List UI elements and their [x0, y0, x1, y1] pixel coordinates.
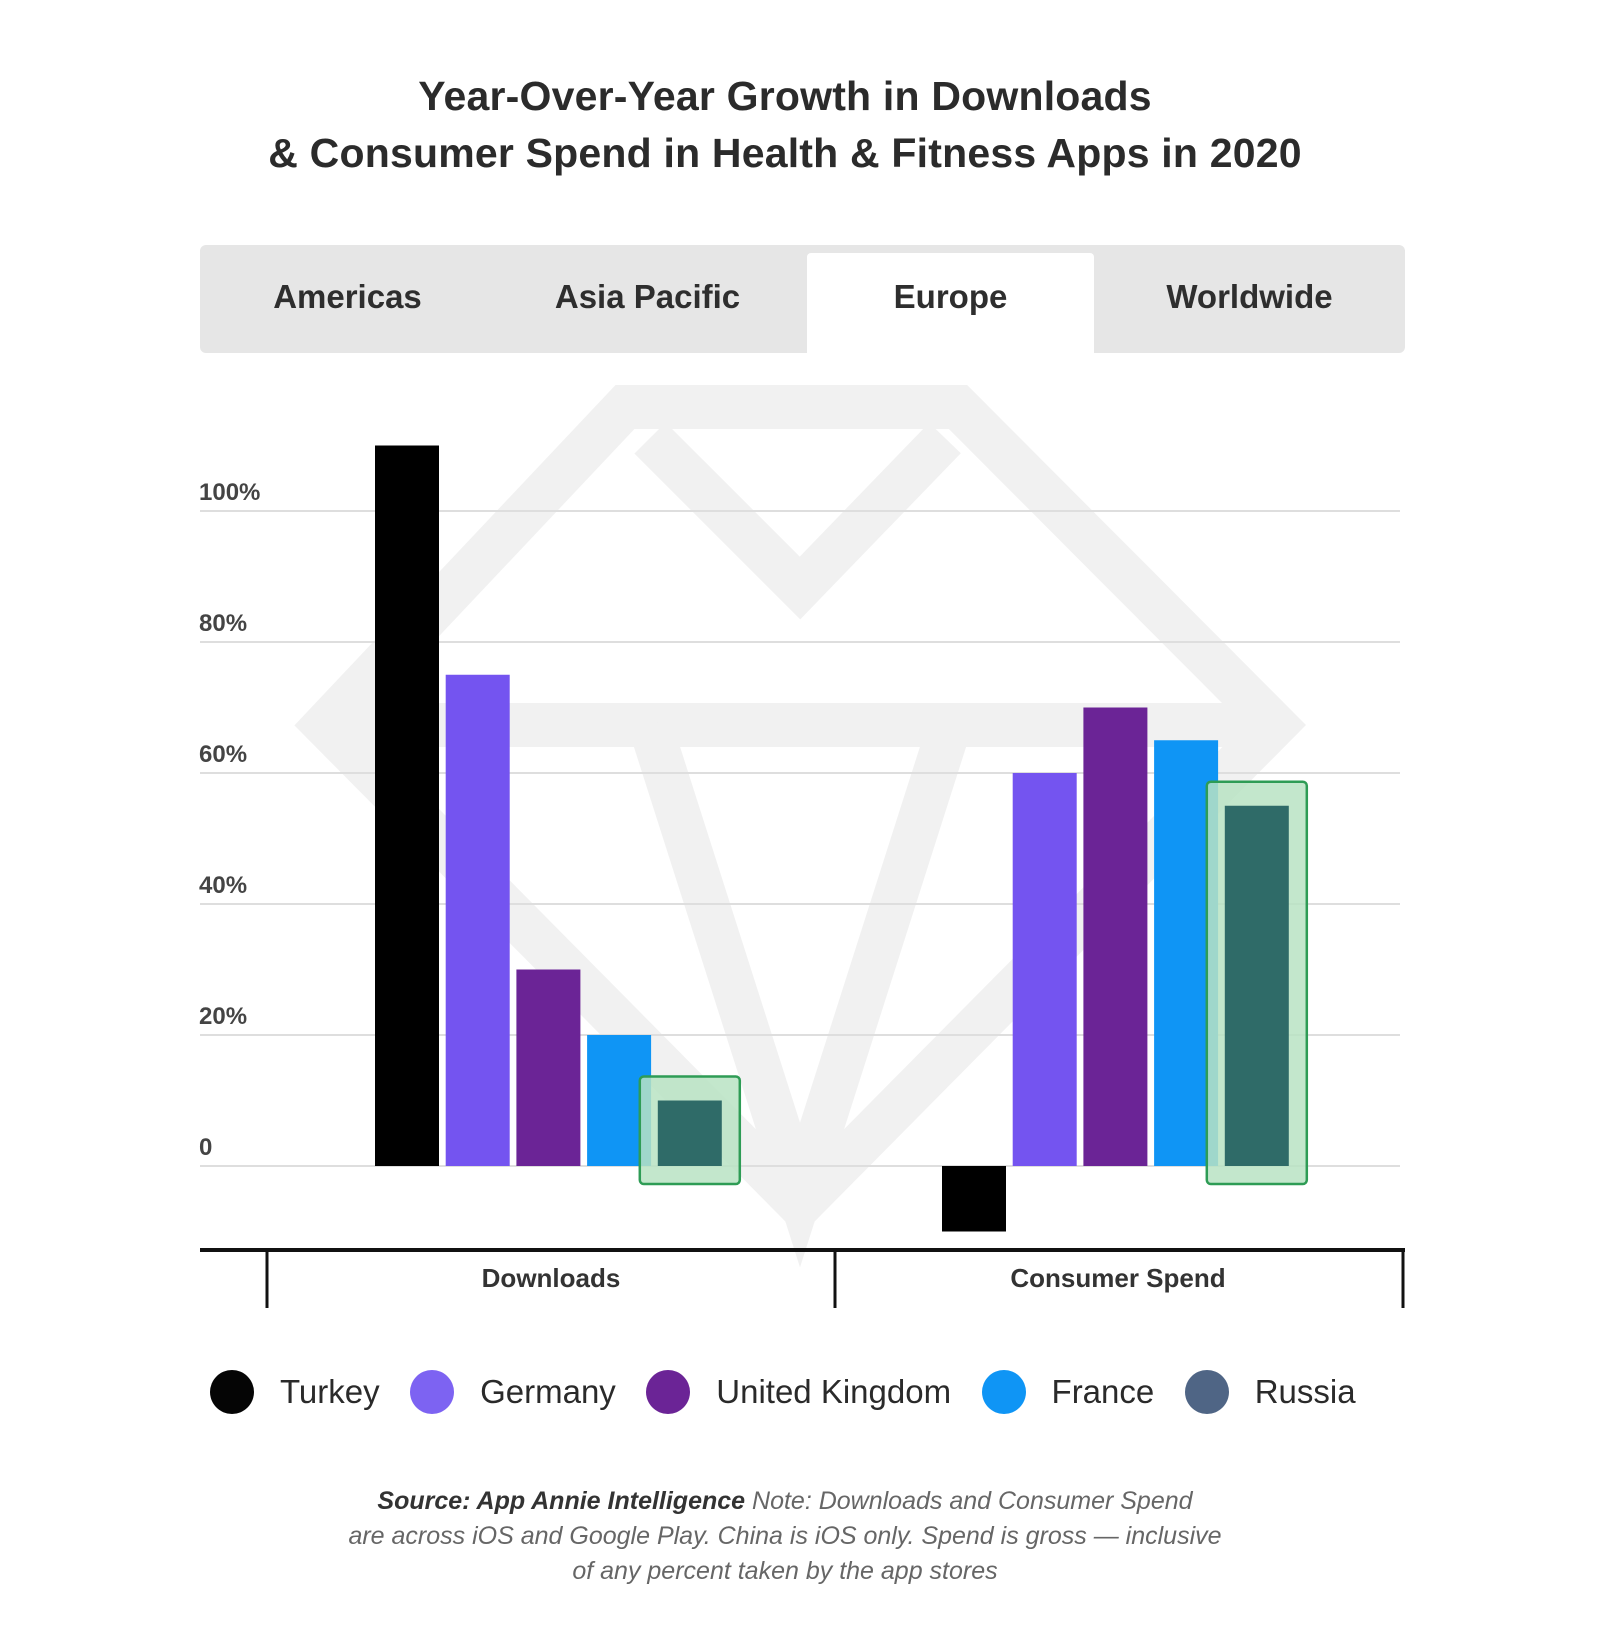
source-label: Source: App Annie Intelligence — [377, 1487, 746, 1515]
legend: Turkey Germany United Kingdom France Rus… — [210, 1370, 1382, 1430]
y-tick-label: 100% — [199, 479, 260, 506]
legend-swatch-germany — [410, 1370, 455, 1414]
note-line-1: Note: Downloads and Consumer Spend — [745, 1487, 1193, 1515]
legend-swatch-france — [981, 1370, 1026, 1414]
chart-title-line-2: & Consumer Spend in Health & Fitness App… — [268, 130, 1302, 176]
legend-swatch-united-kingdom — [646, 1370, 691, 1414]
y-tick-label: 20% — [199, 1003, 247, 1030]
note-line-3: of any percent taken by the app stores — [572, 1557, 998, 1585]
chart-title: Year-Over-Year Growth in Downloads & Con… — [0, 68, 1570, 182]
legend-item-turkey: Turkey — [210, 1370, 380, 1414]
bar-united-kingdom-consumer-spend — [1083, 707, 1148, 1166]
bar-russia-downloads — [657, 1100, 722, 1166]
tab-americas[interactable]: Americas — [273, 278, 422, 315]
bar-turkey-downloads — [375, 445, 439, 1166]
bar-germany-consumer-spend — [1012, 773, 1077, 1166]
bar-united-kingdom-downloads — [516, 969, 581, 1166]
y-tick-label: 60% — [199, 741, 247, 768]
legend-item-germany: Germany — [410, 1370, 616, 1414]
legend-swatch-russia — [1184, 1370, 1229, 1414]
note-line-2: are across iOS and Google Play. China is… — [348, 1522, 1222, 1550]
chart-title-line-1: Year-Over-Year Growth in Downloads — [418, 73, 1152, 119]
legend-label: Turkey — [280, 1373, 380, 1410]
legend-swatch-turkey — [210, 1370, 254, 1414]
region-tabs: Americas Asia Pacific Europe Worldwide — [200, 245, 1405, 353]
bar-germany-downloads — [445, 674, 510, 1166]
y-tick-label: 40% — [199, 872, 247, 899]
legend-item-united-kingdom: United Kingdom — [646, 1370, 951, 1414]
legend-item-france: France — [981, 1370, 1155, 1414]
legend-label: Germany — [480, 1373, 616, 1410]
source-note: Source: App Annie Intelligence Note: Dow… — [0, 1484, 1570, 1589]
bar-turkey-consumer-spend — [942, 1166, 1006, 1232]
tab-asia-pacific[interactable]: Asia Pacific — [554, 278, 741, 315]
legend-label: Russia — [1254, 1373, 1356, 1410]
tab-europe[interactable]: Europe — [807, 253, 1094, 353]
legend-item-russia: Russia — [1184, 1370, 1356, 1414]
bar-russia-consumer-spend — [1224, 805, 1289, 1166]
x-category-label-consumer-spend: Consumer Spend — [1010, 1263, 1225, 1293]
bar-chart: 0 20% 40% 60% 80% 100% Downloads Consumer Spe… — [199, 385, 1405, 1308]
y-tick-label: 0 — [199, 1134, 212, 1161]
tab-worldwide[interactable]: Worldwide — [1166, 278, 1333, 315]
x-category-label-downloads: Downloads — [482, 1263, 621, 1293]
legend-label: France — [1051, 1373, 1155, 1410]
legend-label: United Kingdom — [716, 1373, 952, 1410]
y-tick-label: 80% — [199, 610, 247, 637]
